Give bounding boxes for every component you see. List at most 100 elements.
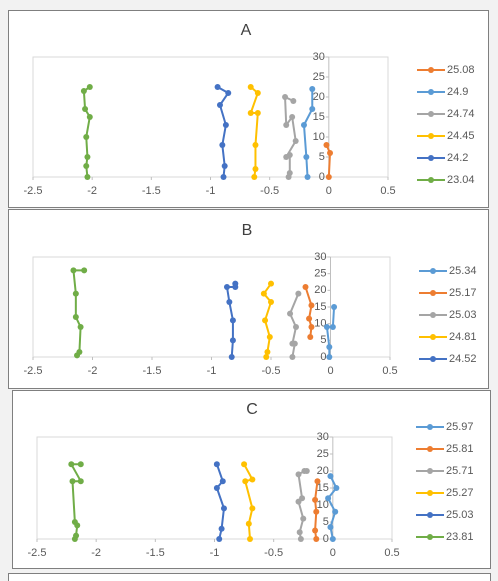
y-tick-label: 30 — [317, 431, 329, 443]
chart-frame — [8, 10, 489, 208]
point — [307, 334, 314, 340]
x-tick-label: 0.5 — [382, 365, 397, 377]
legend-label: 24.81 — [449, 331, 477, 343]
point — [83, 163, 90, 169]
chart-frame — [8, 209, 489, 389]
legend-label: 24.52 — [449, 353, 477, 365]
legend-marker — [428, 177, 434, 183]
point — [333, 485, 340, 491]
point — [76, 349, 83, 355]
point — [214, 84, 221, 90]
point — [219, 478, 226, 485]
point — [251, 174, 258, 180]
x-tick-label: -1.5 — [146, 547, 165, 559]
legend-label: 25.17 — [449, 287, 477, 299]
y-tick-label: 0 — [319, 171, 325, 183]
point — [213, 485, 220, 491]
point — [220, 174, 227, 180]
x-tick-label: 0 — [326, 185, 332, 197]
point — [222, 122, 229, 128]
point — [69, 478, 76, 485]
x-tick-label: 0.5 — [384, 547, 399, 559]
chart-title: A — [241, 22, 252, 39]
legend-marker — [430, 312, 436, 318]
point — [83, 134, 90, 140]
legend-label: 24.45 — [447, 130, 475, 142]
point — [241, 461, 248, 468]
point — [329, 324, 336, 330]
point — [314, 478, 321, 485]
point — [84, 154, 91, 160]
point — [312, 496, 319, 503]
x-tick-label: 0 — [327, 365, 333, 377]
x-tick-label: -0.5 — [264, 547, 283, 559]
point — [264, 349, 271, 355]
point — [331, 304, 338, 310]
point — [73, 532, 80, 539]
point — [286, 170, 293, 176]
point — [245, 520, 252, 527]
point — [254, 90, 261, 96]
point — [303, 154, 310, 160]
y-tick-label: 10 — [317, 499, 329, 511]
point — [70, 267, 77, 274]
point — [325, 495, 332, 502]
x-tick-label: -2 — [91, 547, 101, 559]
point — [283, 122, 290, 128]
point — [225, 90, 232, 96]
y-tick-label: 5 — [320, 334, 326, 346]
point — [82, 106, 89, 112]
point — [313, 536, 320, 542]
point — [221, 163, 228, 169]
point — [252, 166, 259, 172]
point — [312, 527, 319, 534]
point — [268, 299, 274, 305]
x-tick-label: -2.5 — [28, 547, 47, 559]
point — [289, 340, 296, 347]
point — [323, 142, 330, 148]
point — [68, 461, 75, 468]
legend-label: 25.81 — [446, 443, 474, 455]
point — [295, 471, 302, 478]
point — [86, 114, 93, 120]
point — [266, 334, 273, 340]
y-tick-label: 30 — [313, 51, 325, 63]
point — [263, 354, 270, 360]
legend-marker — [427, 512, 433, 518]
point — [306, 315, 313, 322]
point — [232, 280, 239, 287]
y-tick-label: 25 — [317, 448, 329, 460]
point — [81, 267, 88, 274]
point — [80, 88, 87, 94]
point — [213, 461, 220, 468]
x-tick-label: -2.5 — [24, 365, 43, 377]
point — [329, 536, 336, 542]
point — [262, 317, 269, 324]
y-tick-label: 25 — [313, 71, 325, 83]
legend-label: 23.81 — [446, 531, 474, 543]
x-tick-label: -2 — [87, 185, 97, 197]
y-tick-label: 0 — [323, 533, 329, 545]
point — [296, 529, 303, 536]
x-tick-label: -1 — [210, 547, 220, 559]
legend-marker — [427, 534, 433, 540]
point — [254, 110, 261, 116]
x-tick-label: -0.5 — [260, 185, 279, 197]
y-tick-label: 5 — [323, 516, 329, 528]
point — [327, 473, 334, 480]
legend-label: 24.9 — [447, 86, 468, 98]
point — [287, 310, 294, 317]
y-tick-label: 5 — [319, 151, 325, 163]
point — [308, 302, 315, 309]
legend-label: 25.03 — [449, 309, 477, 321]
y-tick-label: 20 — [313, 91, 325, 103]
point — [249, 505, 256, 512]
y-tick-label: 15 — [313, 111, 325, 123]
point — [252, 142, 259, 148]
point — [303, 468, 310, 474]
point — [292, 138, 299, 144]
legend-label: 25.97 — [446, 421, 474, 433]
point — [292, 324, 299, 330]
